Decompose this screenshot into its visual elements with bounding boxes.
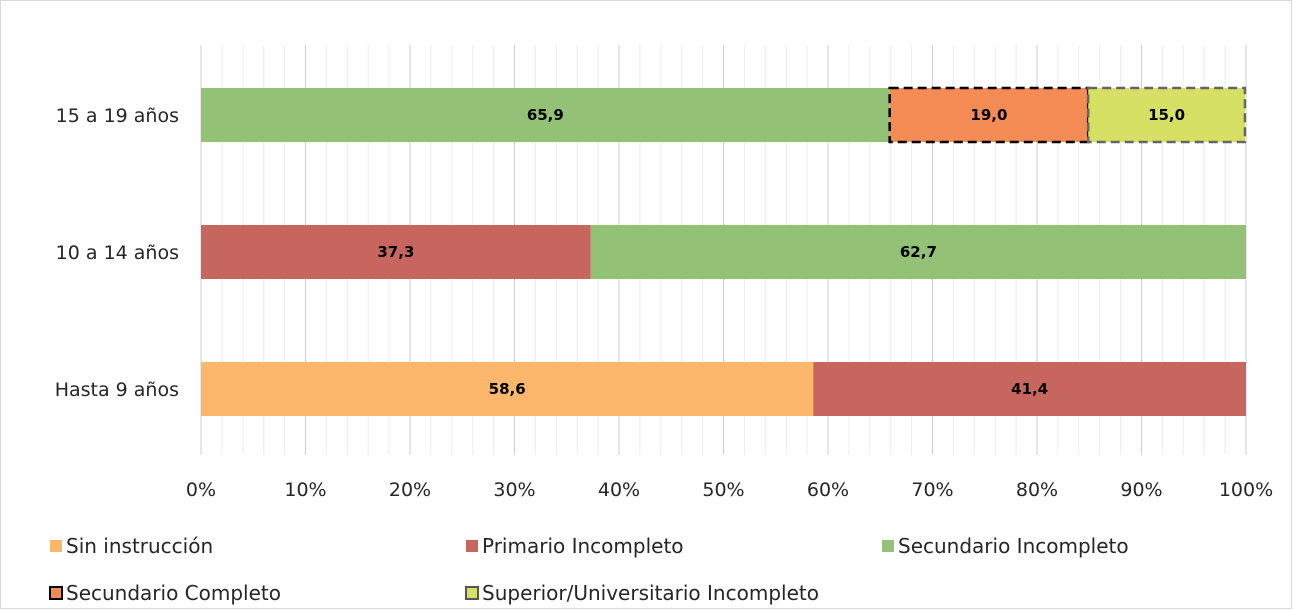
data-label-secundario-completo-15-a-19-anos: 19,0 — [970, 106, 1007, 124]
x-tick-label: 90% — [1120, 479, 1162, 501]
x-tick-label: 10% — [284, 479, 326, 501]
bars: 65,9 19,0 15,0 37,3 62,7 58,6 41,4 — [201, 86, 1247, 416]
data-label-secundario-incompleto-15-a-19-anos: 65,9 — [527, 106, 564, 124]
bar-primario-incompleto-hasta-9-anos — [813, 362, 1246, 416]
legend-label-primario-incompleto: Primario Incompleto — [482, 534, 684, 558]
legend-swatch-primario-incompleto — [466, 540, 478, 552]
x-tick-label: 100% — [1219, 479, 1273, 501]
x-tick-label: 70% — [911, 479, 953, 501]
x-tick-label: 30% — [493, 479, 535, 501]
x-tick-label: 20% — [389, 479, 431, 501]
x-tick-label: 50% — [702, 479, 744, 501]
legend-label-secundario-completo: Secundario Completo — [66, 581, 281, 605]
category-labels: 15 a 19 años 10 a 14 años Hasta 9 años — [55, 105, 179, 401]
bar-sin-instruccion-hasta-9-anos — [201, 362, 814, 416]
data-label-primario-incompleto-10-a-14-anos: 37,3 — [377, 243, 414, 261]
bar-primario-incompleto-10-a-14-anos — [201, 225, 591, 279]
data-label-secundario-incompleto-10-a-14-anos: 62,7 — [900, 243, 937, 261]
legend-label-superior-universitario-incompleto: Superior/Universitario Incompleto — [482, 581, 819, 605]
bar-secundario-completo-15-a-19-anos — [888, 86, 1090, 144]
legend-swatch-secundario-completo — [49, 586, 63, 600]
legend: Sin instrucción Primario Incompleto Secund… — [49, 534, 1129, 605]
x-tick-label: 60% — [807, 479, 849, 501]
x-tick-label: 40% — [598, 479, 640, 501]
bar-secundario-incompleto-10-a-14-anos — [590, 225, 1246, 279]
data-label-superior-universitario-incompleto-15-a-19-anos: 15,0 — [1148, 106, 1185, 124]
x-tick-labels: 0% 10% 20% 30% 40% 50% 60% 70% 80% 90% 100% — [186, 479, 1273, 501]
data-label-primario-incompleto-hasta-9-anos: 41,4 — [1011, 380, 1048, 398]
legend-label-secundario-incompleto: Secundario Incompleto — [898, 534, 1129, 558]
legend-swatch-superior-universitario-incompleto — [465, 586, 479, 600]
legend-swatch-secundario-incompleto — [882, 540, 894, 552]
category-label: 10 a 14 años — [56, 242, 179, 264]
bar-secundario-incompleto-15-a-19-anos — [201, 88, 890, 142]
x-tick-label: 80% — [1016, 479, 1058, 501]
data-label-sin-instruccion-hasta-9-anos: 58,6 — [489, 380, 526, 398]
legend-label-sin-instruccion: Sin instrucción — [66, 534, 213, 558]
category-label: Hasta 9 años — [55, 379, 179, 401]
x-tick-label: 0% — [186, 479, 216, 501]
bar-superior-universitario-incompleto-15-a-19-anos — [1086, 86, 1247, 144]
category-label: 15 a 19 años — [56, 105, 179, 127]
legend-swatch-sin-instruccion — [50, 540, 62, 552]
